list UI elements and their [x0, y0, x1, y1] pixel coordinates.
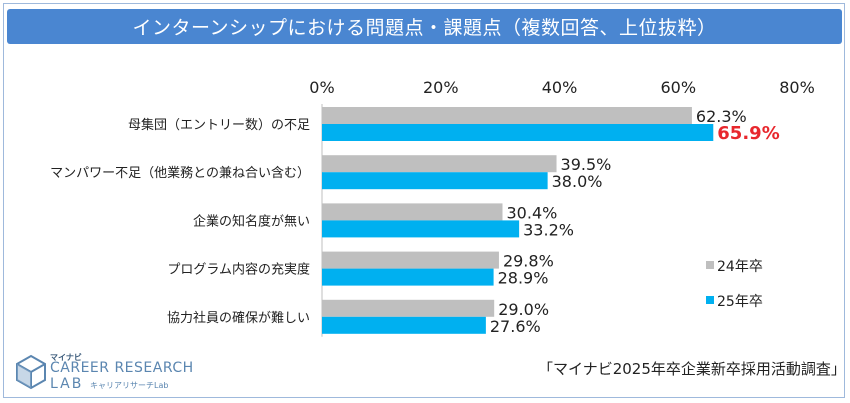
bar-25年卒	[322, 172, 548, 190]
category-label: 企業の知名度が無い	[193, 213, 310, 229]
chart-frame	[3, 3, 845, 398]
data-label: 30.4%	[507, 203, 558, 222]
x-tick-label: 0%	[309, 78, 334, 97]
bar-25年卒	[322, 268, 494, 286]
cube-logo-icon	[16, 354, 46, 390]
bar-24年卒	[322, 251, 499, 269]
data-label: 62.3%	[696, 107, 747, 126]
legend-label: 25年卒	[717, 294, 763, 310]
source-note: 「マイナビ2025年卒企業新卒採用活動調査」	[538, 360, 846, 378]
data-label: 29.8%	[503, 252, 554, 271]
category-label: 協力社員の確保が難しい	[167, 310, 310, 326]
category-label: 母集団（エントリー数）の不足	[128, 117, 310, 133]
logo-main-text: CAREER RESEARCH	[50, 360, 194, 376]
logo-sub-text: キャリアリサーチLab	[90, 381, 169, 390]
bar-24年卒	[322, 299, 495, 317]
bar-25年卒	[322, 316, 486, 334]
legend-label: 24年卒	[717, 259, 763, 275]
data-label: 28.9%	[498, 269, 549, 288]
category-label: プログラム内容の充実度	[167, 262, 310, 278]
logo-lab-text: LAB	[50, 376, 84, 392]
bar-24年卒	[322, 203, 503, 221]
bar-24年卒	[322, 107, 692, 124]
x-tick-label: 60%	[660, 78, 696, 97]
chart-title: インターンシップにおける問題点・課題点（複数回答、上位抜粋）	[7, 9, 842, 44]
legend-swatch	[706, 261, 714, 269]
data-label: 39.5%	[561, 155, 612, 174]
category-label: マンパワー不足（他業務との兼ね合い含む）	[50, 165, 310, 181]
data-label: 65.9%	[717, 123, 779, 144]
x-tick-label: 80%	[779, 78, 815, 97]
data-label: 29.0%	[498, 300, 549, 319]
data-label: 33.2%	[523, 220, 574, 239]
x-tick-label: 20%	[423, 78, 459, 97]
bar-25年卒	[322, 220, 520, 238]
career-research-lab-logo: マイナビ CAREER RESEARCH LAB キャリアリサーチLab	[14, 352, 214, 394]
logo-small-text: マイナビ	[50, 353, 82, 362]
data-label: 38.0%	[552, 172, 603, 191]
x-tick-label: 40%	[542, 78, 578, 97]
bar-24年卒	[322, 155, 557, 173]
legend-swatch	[706, 296, 714, 304]
data-label: 27.6%	[490, 317, 541, 336]
bar-25年卒	[322, 124, 714, 141]
